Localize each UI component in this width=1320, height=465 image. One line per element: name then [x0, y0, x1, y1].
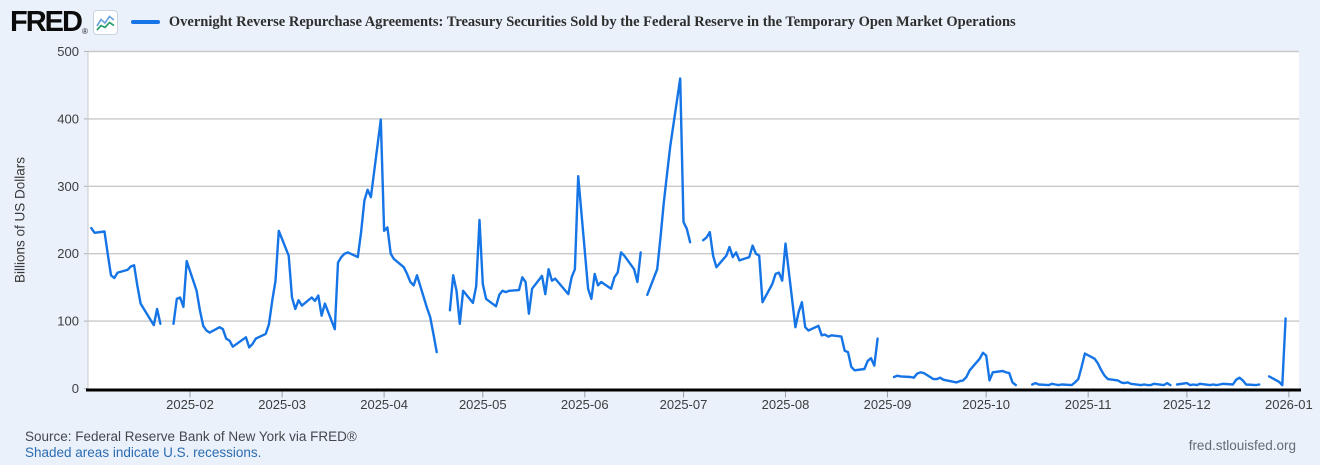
y-tick-label: 300 [57, 179, 79, 194]
x-tick-label: 2025-09 [864, 397, 912, 412]
x-tick-label: 2025-07 [660, 397, 708, 412]
fred-logo[interactable]: FRED [10, 5, 83, 38]
x-tick-label: 2025-02 [166, 397, 214, 412]
x-tick-label: 2025-05 [459, 397, 507, 412]
y-tick-label: 400 [57, 111, 79, 126]
x-tick-label: 2025-08 [762, 397, 810, 412]
x-tick-label: 2026-01 [1265, 397, 1313, 412]
x-tick-label: 2025-03 [258, 397, 306, 412]
x-tick-label: 2025-06 [561, 397, 609, 412]
chart-header: FRED ® Overnight Reverse Repurchase Agre… [10, 5, 1016, 39]
y-tick-label: 100 [57, 314, 79, 329]
recessions-link[interactable]: Shaded areas indicate U.S. recessions. [25, 445, 262, 460]
y-tick-label: 0 [72, 381, 79, 396]
x-tick-label: 2025-10 [962, 397, 1010, 412]
x-tick-label: 2025-11 [1065, 397, 1112, 412]
chart-area: 0 100 200 300 400 500 2025-02 2025-03 2025-04 202… [0, 0, 1320, 420]
series-legend-label: Overnight Reverse Repurchase Agreements:… [168, 13, 1016, 30]
chart-canvas[interactable]: 0 100 200 300 400 500 2025-02 2025-03 2025-04 202… [0, 0, 1320, 420]
y-tick-label: 200 [57, 246, 79, 261]
x-tick-label: 2025-04 [360, 397, 408, 412]
registered-trademark-mark: ® [81, 27, 88, 36]
line-chart-icon [92, 9, 118, 35]
source-note: Source: Federal Reserve Bank of New York… [25, 429, 357, 444]
legend-line-swatch [130, 20, 160, 24]
y-tick-label: 500 [57, 44, 79, 59]
plot-background [88, 51, 1299, 390]
x-tick-label: 2025-12 [1163, 397, 1211, 412]
site-url: fred.stlouisfed.org [1188, 438, 1296, 453]
